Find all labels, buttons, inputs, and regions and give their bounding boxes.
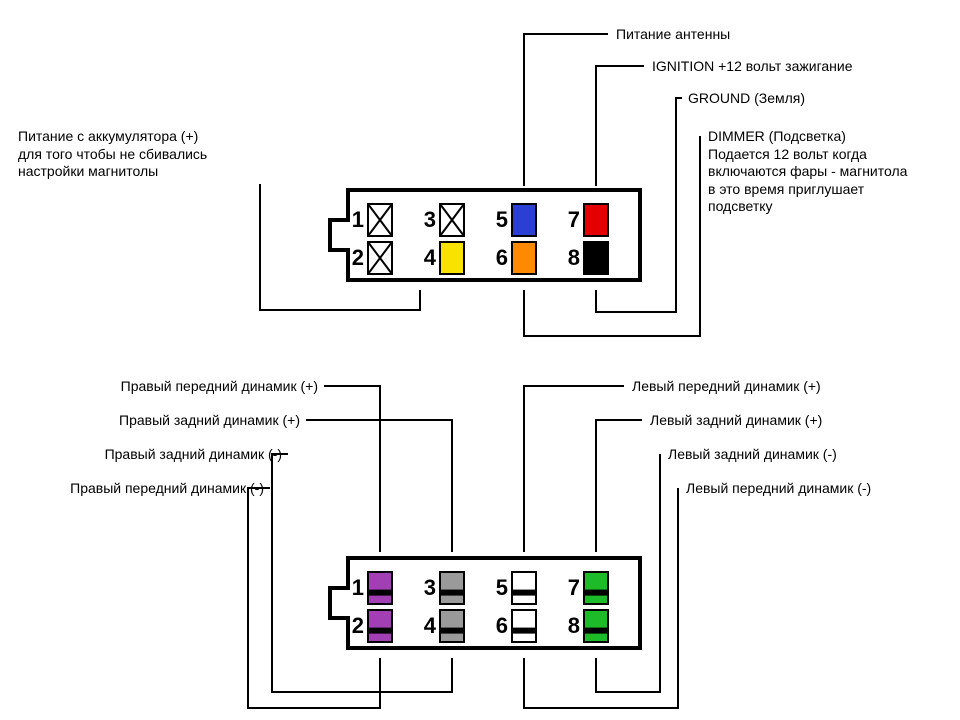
label-B_r2: Левый задний динамик (+) [650,412,822,430]
wiring-diagram: 1 2 3 4 5 6 7 8 1 2 3 4 5 6 7 8 [0,0,960,720]
label-A_r4: DIMMER (Подсветка) Подается 12 вольт ког… [708,128,907,216]
connector-A-pin-number-4: 4 [424,245,437,270]
connector-A-pin-number-2: 2 [352,245,364,270]
wire-B_l1 [324,386,380,552]
connector-A-pin-6 [512,242,536,274]
label-B_l2: Правый задний динамик (+) [119,412,300,430]
pin-stripe [513,628,535,634]
label-B_r1: Левый передний динамик (+) [632,378,821,396]
connector-A-pin-8 [584,242,608,274]
wire-B_r2 [596,420,642,552]
label-B_l3: Правый задний динамик (-) [105,446,282,464]
label-A_left_top: Питание с аккумулятора (+) для того чтоб… [18,128,207,181]
wire-A_r2 [596,66,644,186]
wire-B_r1 [524,386,624,552]
pin-stripe [441,628,463,634]
pin-stripe [513,590,535,596]
connector-A-pin-number-7: 7 [568,207,580,232]
connector-B-pin-5 [512,572,536,604]
pin-stripe [369,628,391,634]
label-B_l1: Правый передний динамик (+) [121,378,318,396]
connector-B-pin-8 [584,610,608,642]
connector-B-pin-7 [584,572,608,604]
pin-stripe [585,628,607,634]
connector-A-pin-4 [440,242,464,274]
connector-B-pin-number-4: 4 [424,613,437,638]
connector-B-pin-number-2: 2 [352,613,364,638]
pin-stripe [369,590,391,596]
connector-A-pin-5 [512,204,536,236]
connector-B-pin-1 [368,572,392,604]
connector-B-pin-number-7: 7 [568,575,580,600]
pin-stripe [441,590,463,596]
connector-A-pin-7 [584,204,608,236]
label-A_r1: Питание антенны [616,26,730,44]
label-A_r3: GROUND (Земля) [688,90,805,108]
label-B_l4: Правый передний динамик (-) [70,480,264,498]
connector-A-pin-number-3: 3 [424,207,436,232]
pin-stripe [585,590,607,596]
connector-B-pin-number-5: 5 [496,575,508,600]
connector-A-pin-number-6: 6 [496,245,508,270]
connector-A-pin-number-1: 1 [352,207,364,232]
connector-B-pin-3 [440,572,464,604]
connector-B-pin-number-1: 1 [352,575,364,600]
label-B_r3: Левый задний динамик (-) [668,446,837,464]
connector-B-pin-number-6: 6 [496,613,508,638]
connector-B-pin-number-8: 8 [568,613,580,638]
connector-B-pin-6 [512,610,536,642]
connector-A-pin-number-5: 5 [496,207,508,232]
connector-A-pin-number-8: 8 [568,245,580,270]
label-A_r2: IGNITION +12 вольт зажигание [652,58,853,76]
connector-B-pin-4 [440,610,464,642]
connector-B-pin-2 [368,610,392,642]
label-B_r4: Левый передний динамик (-) [686,480,871,498]
connector-B-pin-number-3: 3 [424,575,436,600]
